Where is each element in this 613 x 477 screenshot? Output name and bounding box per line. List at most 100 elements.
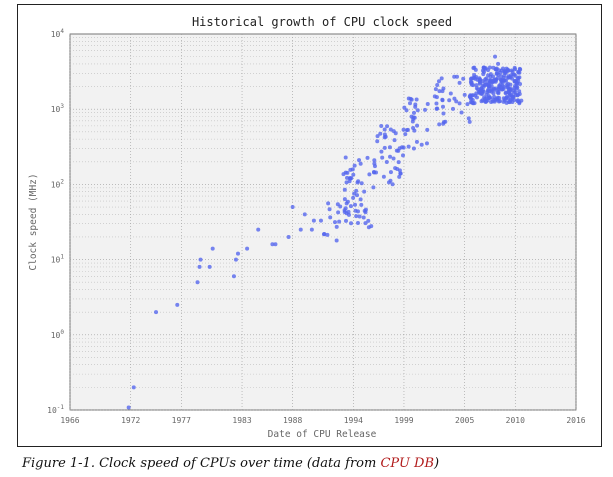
data-point: [366, 218, 371, 223]
data-point: [358, 161, 363, 166]
data-point: [343, 155, 348, 160]
data-point: [356, 179, 361, 184]
data-point: [309, 227, 314, 232]
data-point: [507, 87, 512, 92]
data-point: [327, 207, 332, 212]
data-point: [517, 66, 522, 71]
data-point: [394, 148, 399, 153]
data-point: [508, 73, 513, 78]
data-point: [516, 70, 521, 75]
data-point: [474, 83, 479, 88]
data-point: [468, 77, 473, 82]
data-point: [326, 201, 331, 206]
data-point: [457, 101, 462, 106]
caption-text: Figure 1-1. Clock speed of CPUs over tim…: [22, 456, 381, 471]
x-tick-label: 1977: [172, 416, 191, 425]
data-point: [513, 67, 518, 72]
data-point: [372, 164, 377, 169]
data-point: [318, 218, 323, 223]
data-point: [487, 65, 492, 70]
data-point: [440, 104, 445, 109]
data-point: [501, 99, 506, 104]
data-point: [342, 208, 347, 213]
data-point: [197, 264, 202, 269]
data-point: [413, 104, 418, 109]
data-point: [493, 54, 498, 59]
y-tick-label: 102: [51, 178, 65, 189]
data-point: [231, 274, 236, 279]
data-point: [424, 141, 429, 146]
data-point: [375, 139, 380, 144]
data-point: [348, 204, 353, 209]
data-point: [505, 68, 510, 73]
data-point: [469, 100, 474, 105]
data-point: [357, 158, 362, 163]
data-point: [403, 132, 408, 137]
data-point: [461, 76, 466, 81]
data-point: [388, 154, 393, 159]
data-point: [507, 100, 512, 105]
data-point: [474, 91, 479, 96]
data-point: [207, 264, 212, 269]
data-point: [496, 61, 501, 66]
data-point: [342, 187, 347, 192]
data-point: [482, 95, 487, 100]
data-point: [505, 75, 510, 80]
data-point: [198, 257, 203, 262]
data-point: [395, 166, 400, 171]
data-point: [378, 131, 383, 136]
data-point: [354, 188, 359, 193]
data-point: [235, 251, 240, 256]
data-point: [195, 280, 200, 285]
data-point: [483, 66, 488, 71]
data-point: [477, 80, 482, 85]
data-point: [433, 87, 438, 92]
data-point: [519, 98, 524, 103]
data-point: [512, 85, 517, 90]
data-point: [507, 93, 512, 98]
cpu-db-link[interactable]: CPU DB: [380, 456, 435, 471]
data-point: [372, 158, 377, 163]
data-point: [478, 88, 483, 93]
caption-suffix: ): [434, 456, 440, 471]
data-point: [175, 302, 180, 307]
data-point: [334, 224, 339, 229]
figure-frame: Historical growth of CPU clock speed 196…: [17, 4, 602, 447]
data-point: [511, 90, 516, 95]
data-point: [336, 210, 341, 215]
data-point: [233, 257, 238, 262]
data-point: [511, 94, 516, 99]
data-point: [471, 66, 476, 71]
data-point: [349, 221, 354, 226]
data-point: [354, 214, 359, 219]
data-point: [131, 385, 136, 390]
data-point: [349, 176, 354, 181]
data-point: [414, 97, 419, 102]
data-point: [425, 102, 430, 107]
data-point: [382, 127, 387, 132]
data-point: [367, 172, 372, 177]
data-point: [346, 209, 351, 214]
y-tick-label: 10-1: [47, 404, 64, 415]
data-point: [273, 242, 278, 247]
data-point: [411, 146, 416, 151]
data-point: [210, 246, 215, 251]
data-point: [504, 90, 509, 95]
data-point: [338, 204, 343, 209]
data-point: [409, 97, 414, 102]
data-point: [489, 89, 494, 94]
data-point: [488, 74, 493, 79]
data-point: [485, 82, 490, 87]
data-point: [467, 119, 472, 124]
data-point: [474, 95, 479, 100]
data-point: [517, 89, 522, 94]
data-point: [352, 163, 357, 168]
y-tick-label: 100: [51, 329, 65, 340]
data-point: [423, 107, 428, 112]
y-tick-labels: 10-1 100 101 102 103 104: [47, 28, 64, 415]
data-point: [352, 191, 357, 196]
data-points: [126, 54, 524, 410]
data-point: [472, 72, 477, 77]
data-point: [357, 214, 362, 219]
data-point: [375, 134, 380, 139]
